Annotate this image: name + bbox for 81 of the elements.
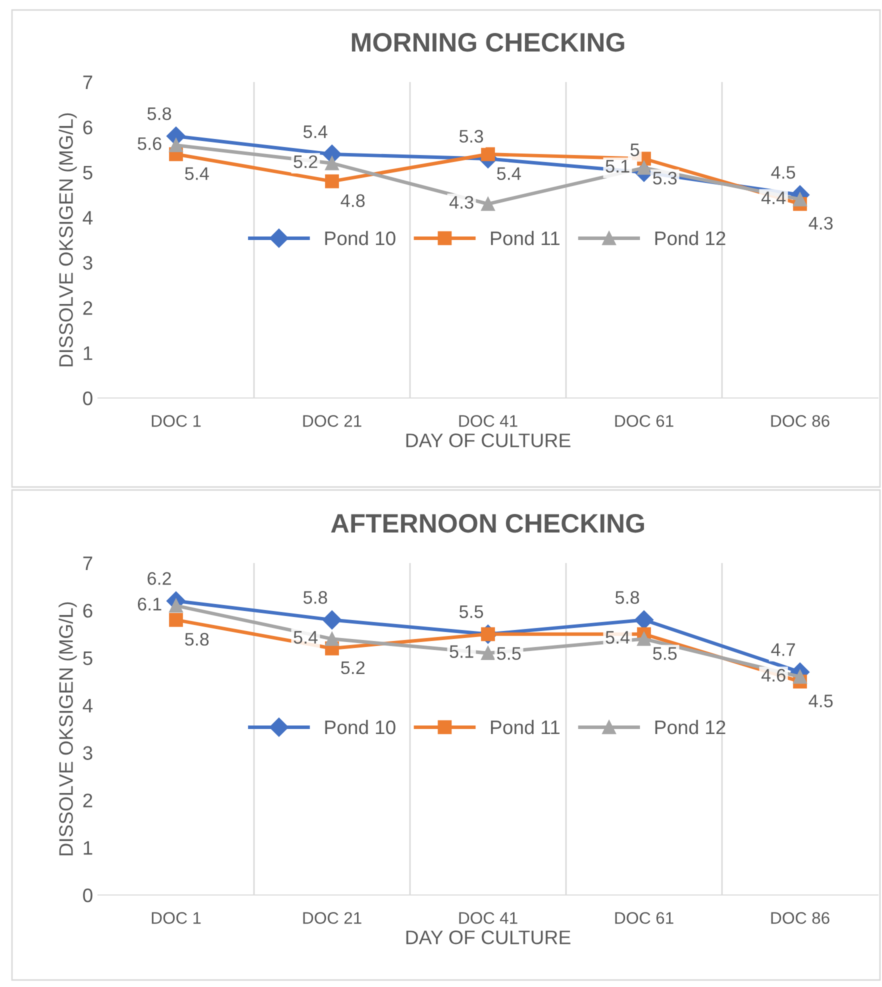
- y-tick-label: 6: [83, 120, 92, 134]
- x-axis-title: DAY OF CULTURE: [406, 930, 570, 944]
- point: [325, 156, 339, 170]
- legend-label: Pond 12: [655, 230, 726, 246]
- x-axis-title: DAY OF CULTURE: [406, 433, 570, 448]
- x-tick-label: DOC 21: [303, 415, 362, 427]
- data-label: 4.5: [771, 166, 796, 179]
- x-tick-label: DOC 61: [615, 912, 674, 924]
- y-tick-label: 4: [82, 211, 93, 224]
- y-tick-label: 4: [82, 698, 93, 712]
- point: [325, 174, 339, 188]
- legend-label: Pond 11: [491, 720, 560, 734]
- data-label: 4.7: [771, 643, 795, 656]
- y-tick-label: 0: [83, 888, 92, 902]
- y-tick-label: 2: [83, 794, 92, 808]
- data-label: 5.8: [303, 591, 328, 604]
- point: [325, 632, 339, 646]
- data-label: 5.1: [606, 160, 630, 173]
- chart-title: AFTERNOON CHECKING: [331, 514, 644, 533]
- data-label: 5.1: [450, 645, 474, 658]
- point: [793, 670, 807, 684]
- y-tick-label: 7: [83, 556, 92, 570]
- data-label: 4.6: [761, 668, 786, 682]
- x-tick-label: DOC 86: [771, 415, 830, 427]
- point: [169, 138, 183, 152]
- x-tick-label: DOC 61: [615, 415, 674, 427]
- data-label: 5.4: [303, 126, 328, 138]
- y-tick-label: 6: [83, 604, 92, 618]
- y-tick-label: 5: [83, 166, 92, 180]
- data-label: 4.8: [340, 194, 365, 208]
- point: [481, 196, 495, 211]
- data-label: 5.2: [341, 661, 365, 674]
- point: [793, 192, 807, 206]
- y-tick-label: 2: [83, 301, 92, 315]
- data-label: 4.4: [761, 192, 786, 204]
- y-axis-title: DISSOLVE OKSIGEN (MG/L): [58, 602, 77, 856]
- point: [169, 612, 183, 627]
- point: [481, 646, 495, 660]
- y-tick-label: 3: [83, 746, 92, 760]
- x-tick-label: DOC 86: [771, 912, 830, 924]
- data-label: 5.4: [606, 631, 630, 644]
- data-label: 6.2: [148, 572, 171, 585]
- point: [634, 610, 654, 630]
- point: [637, 632, 651, 646]
- data-label: 5.8: [185, 632, 209, 646]
- legend-label: Pond 12: [655, 720, 726, 734]
- x-tick-label: DOC 41: [459, 912, 518, 924]
- data-label: 5: [630, 144, 640, 156]
- data-label: 5.5: [653, 647, 677, 660]
- data-label: 4.3: [449, 196, 474, 209]
- y-tick-label: 7: [83, 76, 92, 90]
- data-label: 5.6: [138, 137, 162, 150]
- y-tick-label: 1: [84, 841, 92, 855]
- x-tick-label: DOC 21: [303, 912, 362, 924]
- point: [322, 610, 342, 630]
- data-label: 5.5: [497, 647, 521, 660]
- legend-label: Pond 11: [491, 230, 560, 246]
- y-tick-label: 5: [83, 652, 92, 666]
- y-axis-title: DISSOLVE OKSIGEN (MG/L): [58, 113, 77, 366]
- data-label: 5.8: [147, 107, 172, 120]
- data-label: 5.4: [497, 167, 521, 180]
- data-label: 4.5: [808, 694, 833, 708]
- legend-label: Pond 10: [325, 720, 396, 734]
- y-tick-label: 0: [83, 391, 92, 406]
- y-tick-label: 1: [84, 346, 92, 360]
- data-label: 5.3: [459, 130, 484, 143]
- y-tick-label: 3: [83, 256, 92, 270]
- x-tick-label: DOC 1: [152, 415, 201, 427]
- data-label: 5.2: [294, 155, 318, 168]
- data-label: 5.4: [294, 631, 318, 644]
- data-label: 5.4: [185, 167, 209, 180]
- x-tick-label: DOC 1: [152, 912, 201, 924]
- data-label: 5.8: [615, 591, 640, 604]
- data-label: 6.1: [138, 598, 162, 611]
- point: [481, 147, 495, 162]
- data-label: 5.5: [459, 605, 484, 618]
- x-tick-label: DOC 41: [459, 415, 518, 427]
- data-label: 5.3: [653, 172, 677, 185]
- legend-label: Pond 10: [325, 230, 396, 246]
- chart-title: MORNING CHECKING: [352, 33, 624, 52]
- data-label: 4.3: [808, 216, 833, 230]
